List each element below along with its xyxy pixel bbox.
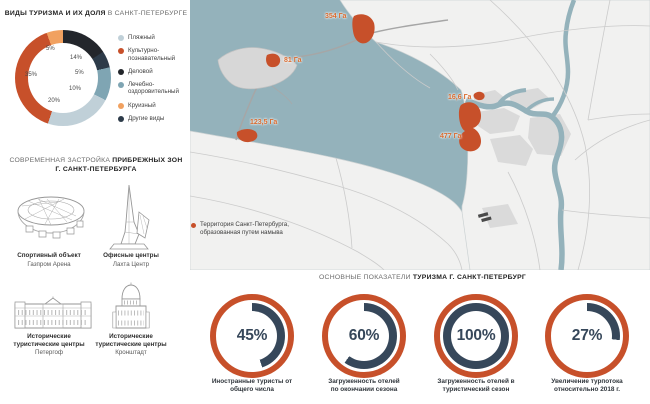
gauge-foreign-tourists: 45% bbox=[210, 294, 294, 378]
map-roads bbox=[190, 0, 650, 270]
map-legend-text: Территория Санкт-Петербурга, образованна… bbox=[200, 221, 289, 236]
development-item-name: Исторические туристические центры bbox=[13, 333, 85, 348]
map-urban-block bbox=[490, 135, 533, 166]
legend-label: Другие виды bbox=[128, 114, 165, 122]
river-branch bbox=[524, 97, 555, 113]
dam-road-north bbox=[367, 19, 449, 35]
reclaimed-area-354 bbox=[352, 14, 375, 44]
gauge-arc bbox=[219, 303, 285, 369]
legend-item-health: Лечебно- оздоровительный bbox=[118, 81, 190, 96]
map-urban-block bbox=[477, 108, 520, 134]
legend-label: Пляжный bbox=[128, 34, 155, 41]
legend-item-cruise: Круизный bbox=[118, 102, 190, 110]
gauge-value: 27% bbox=[571, 327, 603, 344]
development-item-sub: Газпром Арена bbox=[27, 260, 71, 268]
legend-dot-cruise bbox=[118, 102, 124, 109]
legend-label: Лечебно- оздоровительный bbox=[128, 80, 179, 96]
gauge-caption-hotels-offseason: Загруженность отелей по окончании сезона bbox=[328, 378, 400, 393]
river-branch bbox=[550, 0, 577, 119]
legend-dot-beach bbox=[118, 35, 124, 41]
legend-label: Круизный bbox=[128, 101, 156, 109]
tourism-types-title-rest: В САНКТ-ПЕТЕРБУРГЕ bbox=[105, 10, 188, 17]
gauge-value: 60% bbox=[348, 327, 380, 344]
map-area-label-81: 81 Га bbox=[284, 57, 302, 64]
island-spit bbox=[271, 85, 293, 105]
indicators-title: ОСНОВНЫЕ ПОКАЗАТЕЛИ ТУРИЗМА Г. САНКТ-ПЕТ… bbox=[195, 274, 650, 283]
reclaimed-area-123 bbox=[236, 129, 258, 143]
river-branch bbox=[496, 88, 527, 107]
gauge-arc bbox=[331, 303, 397, 369]
indicators-title-bold: ТУРИЗМА Г. САНКТ-ПЕТЕРБУРГ bbox=[412, 274, 526, 281]
legend-label: Деловой bbox=[128, 67, 153, 75]
gauge-value: 45% bbox=[236, 327, 268, 344]
stadium-icon bbox=[14, 190, 88, 248]
tourism-types-title-bold: ВИДЫ ТУРИЗМА И ИХ ДОЛЯ bbox=[4, 10, 106, 17]
development-item-name: Исторические туристические центры bbox=[95, 333, 167, 348]
legend-dot-business bbox=[118, 68, 124, 75]
map-urban-block bbox=[482, 204, 518, 228]
development-item-kronstadt: Исторические туристические центры Кроншт… bbox=[84, 333, 178, 357]
development-item-name: Офисные центры bbox=[103, 252, 159, 259]
gauge-caption-foreign-tourists: Иностранные туристы от общего числа bbox=[211, 378, 293, 393]
development-title-regular: СОВРЕМЕННАЯ ЗАСТРОЙКА bbox=[9, 157, 113, 164]
donut-label-other: 5% bbox=[75, 70, 84, 76]
indicators-title-regular: ОСНОВНЫЕ ПОКАЗАТЕЛИ bbox=[319, 274, 413, 281]
development-item-name: Спортивный объект bbox=[17, 252, 81, 259]
legend-item-other: Другие виды bbox=[118, 115, 190, 123]
gauge-caption-tourist-flow: Увеличение турпотока относительно 2018 г… bbox=[551, 378, 623, 393]
gauge-caption-hotels-season: Загруженность отелей в туристический сез… bbox=[437, 378, 515, 393]
development-item-sub: Лахта Центр bbox=[112, 260, 150, 268]
tourism-types-title: ВИДЫ ТУРИЗМА И ИХ ДОЛЯ В САНКТ-ПЕТЕРБУРГ… bbox=[0, 10, 192, 19]
reclaimed-area-81 bbox=[266, 53, 281, 68]
map-legend: Территория Санкт-Петербурга, образованна… bbox=[191, 221, 331, 236]
gauge-arc bbox=[443, 303, 509, 369]
donut-label-cruise: 5% bbox=[46, 46, 55, 52]
donut-label-cultural: 35% bbox=[25, 72, 38, 78]
gauge-hotels-offseason: 60% bbox=[322, 294, 406, 378]
legend-label: Культурно- познавательный bbox=[128, 47, 176, 62]
map-area-label-354: 354 Га bbox=[325, 13, 347, 20]
development-title-bold2: Г. САНКТ-ПЕТЕРБУРГА bbox=[55, 165, 137, 173]
development-item-tower: Офисные центры Лахта Центр bbox=[84, 252, 178, 268]
reclaimed-area-16 bbox=[473, 91, 485, 101]
development-item-sub: Петергоф bbox=[35, 349, 63, 357]
legend-dot-cultural bbox=[118, 48, 124, 55]
legend-dot-health bbox=[118, 81, 124, 88]
development-item-peterhof: Исторические туристические центры Петерг… bbox=[0, 333, 98, 357]
cathedral-icon bbox=[112, 282, 150, 330]
palace-icon bbox=[13, 296, 93, 330]
legend-item-cultural: Культурно- познавательный bbox=[118, 47, 190, 62]
gauge-value: 100% bbox=[456, 327, 496, 344]
port-blocks bbox=[477, 212, 492, 223]
donut-label-beach: 20% bbox=[48, 98, 61, 104]
city-map bbox=[190, 0, 650, 270]
donut-legend: Пляжный Культурно- познавательный Делово… bbox=[118, 34, 190, 128]
tower-icon bbox=[108, 184, 152, 252]
gauge-tourist-flow: 27% bbox=[545, 294, 629, 378]
legend-dot-other bbox=[118, 115, 124, 122]
map-area-label-16: 16,6 Га bbox=[448, 94, 472, 101]
legend-item-business: Деловой bbox=[118, 68, 190, 76]
reclaimed-area-477 bbox=[458, 102, 482, 152]
donut-label-business: 14% bbox=[70, 55, 83, 61]
gauge-hotels-season: 100% bbox=[434, 294, 518, 378]
development-title: СОВРЕМЕННАЯ ЗАСТРОЙКА ПРИБРЕЖНЫХ ЗОН Г. … bbox=[0, 157, 192, 174]
donut-chart: 5% 14% 5% 10% 20% 35% bbox=[15, 30, 111, 126]
development-item-stadium: Спортивный объект Газпром Арена bbox=[0, 252, 98, 268]
development-title-bold: ПРИБРЕЖНЫХ ЗОН bbox=[112, 157, 183, 164]
donut-label-health: 10% bbox=[69, 86, 82, 92]
gauge-arc bbox=[554, 303, 620, 369]
legend-item-beach: Пляжный bbox=[118, 34, 190, 42]
reclaimed-area-dot bbox=[191, 222, 196, 228]
development-item-sub: Кронштадт bbox=[115, 349, 147, 357]
map-area-label-123: 123,5 Га bbox=[250, 119, 278, 126]
map-area-label-477: 477 Га bbox=[440, 133, 462, 140]
